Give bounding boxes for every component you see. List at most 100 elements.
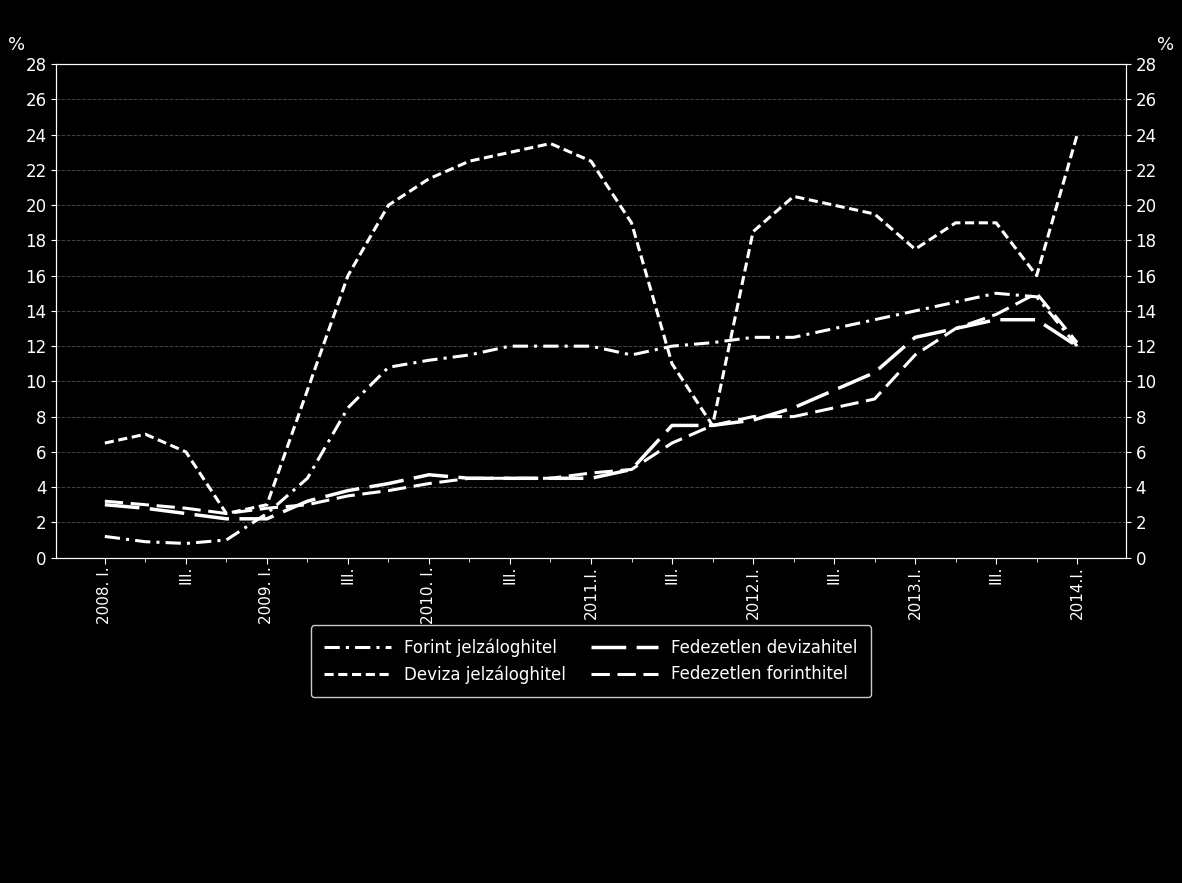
Fedezetlen devizahitel [665, 420, 680, 431]
Deviza jelzáloghitel [827, 200, 842, 210]
Fedezetlen forinthitel [584, 468, 598, 479]
Forint jelzáloghitel [989, 288, 1004, 298]
Fedezetlen forinthitel [786, 411, 800, 422]
Deviza jelzáloghitel [98, 438, 112, 449]
Deviza jelzáloghitel [544, 139, 558, 149]
Deviza jelzáloghitel [422, 173, 436, 184]
Deviza jelzáloghitel [584, 156, 598, 167]
Fedezetlen devizahitel [624, 464, 638, 475]
Fedezetlen devizahitel [178, 509, 193, 519]
Fedezetlen forinthitel [908, 350, 922, 360]
Fedezetlen forinthitel [98, 496, 112, 507]
Fedezetlen devizahitel [948, 323, 962, 334]
Forint jelzáloghitel [178, 538, 193, 548]
Deviza jelzáloghitel [948, 217, 962, 228]
Deviza jelzáloghitel [665, 358, 680, 369]
Forint jelzáloghitel [422, 355, 436, 366]
Fedezetlen devizahitel [827, 385, 842, 396]
Fedezetlen forinthitel [422, 479, 436, 489]
Deviza jelzáloghitel [340, 270, 355, 281]
Forint jelzáloghitel [908, 306, 922, 316]
Fedezetlen forinthitel [989, 309, 1004, 320]
Deviza jelzáloghitel [300, 385, 314, 396]
Deviza jelzáloghitel [462, 156, 476, 167]
Deviza jelzáloghitel [786, 191, 800, 201]
Fedezetlen devizahitel [1030, 314, 1044, 325]
Forint jelzáloghitel [300, 473, 314, 484]
Fedezetlen forinthitel [746, 411, 760, 422]
Fedezetlen devizahitel [462, 473, 476, 484]
Fedezetlen devizahitel [706, 420, 720, 431]
Deviza jelzáloghitel [746, 226, 760, 237]
Forint jelzáloghitel [544, 341, 558, 351]
Deviza jelzáloghitel [1030, 270, 1044, 281]
Fedezetlen devizahitel [502, 473, 517, 484]
Deviza jelzáloghitel [382, 200, 396, 210]
Fedezetlen devizahitel [382, 479, 396, 489]
Fedezetlen devizahitel [746, 415, 760, 426]
Fedezetlen forinthitel [827, 403, 842, 413]
Fedezetlen forinthitel [138, 500, 152, 510]
Fedezetlen forinthitel [178, 503, 193, 514]
Fedezetlen forinthitel [1030, 288, 1044, 298]
Forint jelzáloghitel [948, 297, 962, 307]
Line: Fedezetlen devizahitel: Fedezetlen devizahitel [105, 320, 1077, 519]
Deviza jelzáloghitel [868, 208, 882, 219]
Line: Forint jelzáloghitel: Forint jelzáloghitel [105, 293, 1077, 543]
Deviza jelzáloghitel [502, 147, 517, 158]
Deviza jelzáloghitel [220, 509, 234, 519]
Deviza jelzáloghitel [260, 500, 274, 510]
Legend: Forint jelzáloghitel, Deviza jelzáloghitel, Fedezetlen devizahitel, Fedezetlen f: Forint jelzáloghitel, Deviza jelzáloghit… [311, 625, 871, 698]
Forint jelzáloghitel [624, 350, 638, 360]
Fedezetlen forinthitel [624, 464, 638, 475]
Fedezetlen devizahitel [260, 514, 274, 525]
Deviza jelzáloghitel [908, 244, 922, 254]
Fedezetlen forinthitel [220, 509, 234, 519]
Forint jelzáloghitel [260, 509, 274, 519]
Forint jelzáloghitel [138, 536, 152, 547]
Forint jelzáloghitel [706, 337, 720, 348]
Fedezetlen forinthitel [340, 491, 355, 502]
Fedezetlen devizahitel [908, 332, 922, 343]
Deviza jelzáloghitel [138, 429, 152, 440]
Forint jelzáloghitel [462, 350, 476, 360]
Forint jelzáloghitel [1030, 291, 1044, 302]
Forint jelzáloghitel [1070, 341, 1084, 351]
Forint jelzáloghitel [868, 314, 882, 325]
Fedezetlen devizahitel [868, 367, 882, 378]
Deviza jelzáloghitel [989, 217, 1004, 228]
Forint jelzáloghitel [786, 332, 800, 343]
Forint jelzáloghitel [340, 403, 355, 413]
Deviza jelzáloghitel [178, 447, 193, 457]
Fedezetlen forinthitel [544, 473, 558, 484]
Fedezetlen forinthitel [260, 503, 274, 514]
Text: %: % [8, 36, 25, 55]
Fedezetlen devizahitel [1070, 341, 1084, 351]
Fedezetlen devizahitel [786, 403, 800, 413]
Fedezetlen forinthitel [462, 473, 476, 484]
Forint jelzáloghitel [382, 362, 396, 373]
Fedezetlen forinthitel [300, 500, 314, 510]
Line: Deviza jelzáloghitel: Deviza jelzáloghitel [105, 135, 1077, 514]
Fedezetlen devizahitel [544, 473, 558, 484]
Deviza jelzáloghitel [1070, 130, 1084, 140]
Fedezetlen devizahitel [98, 500, 112, 510]
Fedezetlen devizahitel [989, 314, 1004, 325]
Fedezetlen devizahitel [138, 503, 152, 514]
Text: %: % [1157, 36, 1174, 55]
Forint jelzáloghitel [502, 341, 517, 351]
Fedezetlen devizahitel [340, 486, 355, 496]
Fedezetlen forinthitel [868, 394, 882, 404]
Fedezetlen forinthitel [502, 473, 517, 484]
Fedezetlen forinthitel [948, 323, 962, 334]
Fedezetlen devizahitel [422, 470, 436, 480]
Forint jelzáloghitel [220, 534, 234, 545]
Forint jelzáloghitel [827, 323, 842, 334]
Fedezetlen devizahitel [300, 496, 314, 507]
Forint jelzáloghitel [98, 532, 112, 542]
Fedezetlen forinthitel [665, 438, 680, 449]
Deviza jelzáloghitel [624, 217, 638, 228]
Fedezetlen forinthitel [382, 486, 396, 496]
Fedezetlen devizahitel [220, 514, 234, 525]
Line: Fedezetlen forinthitel: Fedezetlen forinthitel [105, 293, 1077, 514]
